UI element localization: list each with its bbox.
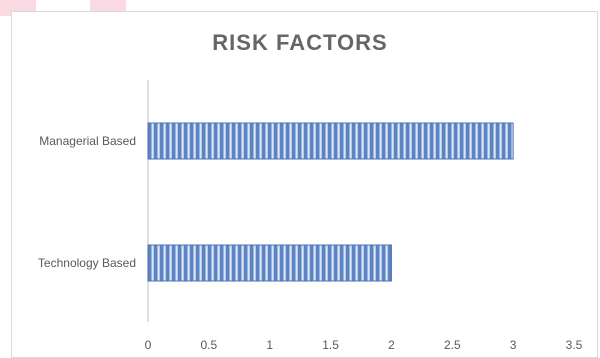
chart-title: RISK FACTORS bbox=[212, 30, 388, 55]
category-label: Managerial Based bbox=[39, 134, 136, 148]
x-tick-label: 2 bbox=[388, 338, 395, 352]
chart-frame bbox=[11, 11, 598, 358]
x-tick-label: 3.5 bbox=[566, 338, 583, 352]
x-tick-label: 3 bbox=[510, 338, 517, 352]
x-tick-label: 1.5 bbox=[322, 338, 339, 352]
bar bbox=[147, 122, 514, 160]
x-tick-label: 0.5 bbox=[201, 338, 218, 352]
bar bbox=[147, 244, 392, 282]
category-label: Technology Based bbox=[38, 256, 136, 270]
x-tick-label: 0 bbox=[145, 338, 152, 352]
x-tick-label: 2.5 bbox=[444, 338, 461, 352]
x-tick-label: 1 bbox=[266, 338, 273, 352]
